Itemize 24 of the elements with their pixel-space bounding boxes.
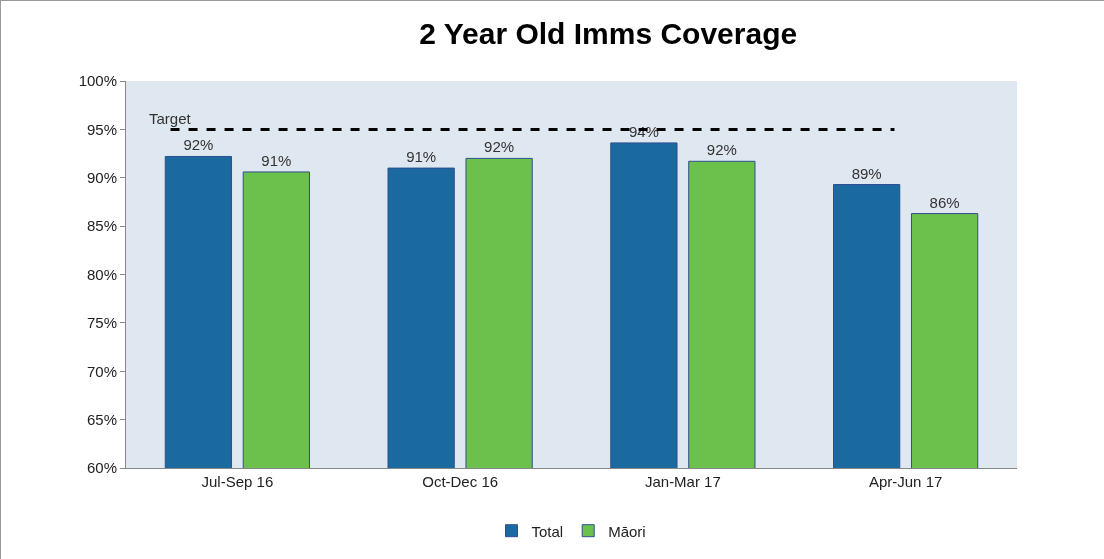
y-tick-label: 95% [86, 120, 117, 138]
y-tick-label: 100% [78, 72, 117, 90]
data-label: 91% [406, 148, 437, 166]
y-tick-label: 65% [86, 410, 117, 428]
x-tick-label: Apr-Jun 17 [868, 473, 943, 490]
y-tick-label: 85% [86, 217, 117, 235]
legend-label: Māori [608, 522, 646, 540]
legend-label: Total [531, 522, 564, 540]
chart-title: 2 Year Old Imms Coverage [419, 17, 798, 51]
x-tick-label: Oct-Dec 16 [422, 473, 499, 490]
y-tick-label: 75% [86, 314, 117, 332]
y-tick-label: 90% [86, 169, 117, 186]
y-tick-label: 60% [86, 459, 117, 477]
data-label: 92% [183, 136, 214, 154]
data-label: 92% [706, 141, 737, 159]
x-tick-label: Jan-Mar 17 [644, 473, 721, 490]
data-label: 91% [261, 151, 292, 169]
data-label: 89% [851, 164, 882, 182]
data-label: 86% [929, 193, 960, 211]
y-tick-label: 70% [86, 362, 117, 380]
ref-line-label: Target [149, 110, 192, 127]
x-tick-label: Jul-Sep 16 [201, 473, 274, 490]
y-tick-label: 80% [86, 265, 117, 283]
data-label: 92% [484, 138, 515, 156]
